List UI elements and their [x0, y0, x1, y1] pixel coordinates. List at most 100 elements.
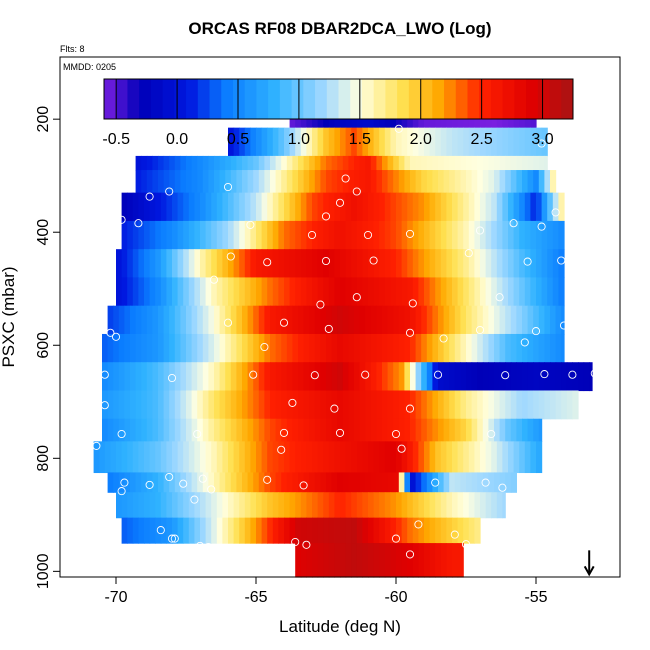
heatmap-cell [233, 192, 240, 222]
heatmap-cell [230, 418, 237, 442]
obs-point [551, 208, 560, 217]
heatmap-cell [135, 333, 142, 363]
obs-point [321, 256, 331, 266]
heatmap-cell [306, 192, 313, 222]
heatmap-cell [457, 492, 464, 519]
heatmap-cell [401, 220, 408, 250]
heatmap-cell [144, 492, 151, 519]
heatmap-cell [393, 170, 400, 194]
heatmap-cell [141, 333, 148, 363]
heatmap-cell [183, 220, 190, 250]
heatmap-cell [505, 155, 512, 171]
heatmap-cell [424, 517, 431, 544]
colorbar-segment [291, 79, 304, 119]
heatmap-cell [295, 127, 302, 157]
heatmap-cell [432, 170, 439, 194]
heatmap-cell [502, 127, 509, 157]
heatmap-cell [303, 333, 310, 363]
obs-point [190, 495, 199, 504]
heatmap-cell [174, 305, 181, 335]
heatmap-cell [452, 192, 459, 222]
heatmap-cell [435, 543, 442, 578]
heatmap-cell [132, 249, 139, 279]
heatmap-cell [149, 492, 156, 519]
heatmap-cell [527, 390, 534, 420]
heatmap-cell [286, 362, 293, 392]
heatmap-cell [186, 333, 193, 363]
heatmap-cell [194, 277, 201, 307]
heatmap-cell [158, 362, 165, 392]
x-axis-label: Latitude (deg N) [279, 617, 401, 636]
heatmap-cell [186, 472, 193, 493]
heatmap-cell [359, 155, 366, 171]
heatmap-cell [466, 362, 473, 392]
heatmap-cell [365, 390, 372, 420]
heatmap-cell [398, 155, 405, 171]
heatmap-cell [443, 418, 450, 442]
heatmap-cell [298, 390, 305, 420]
heatmap-cell [169, 472, 176, 493]
heatmap-cell [359, 362, 366, 392]
heatmap-cell [197, 472, 204, 493]
heatmap-cell [197, 305, 204, 335]
heatmap-cell [466, 170, 473, 194]
heatmap-cell [342, 305, 349, 335]
heatmap-cell [429, 220, 436, 250]
heatmap-cell [275, 170, 282, 194]
colorbar-segment [397, 79, 410, 119]
heatmap-cell [415, 170, 422, 194]
heatmap-cell [351, 249, 358, 279]
heatmap-cell [121, 492, 128, 519]
heatmap-cell [491, 441, 498, 474]
heatmap-cell [499, 333, 506, 363]
heatmap-cell [454, 472, 461, 493]
heatmap-cell [314, 472, 321, 493]
colorbar-segment [361, 79, 375, 119]
heatmap-cell [424, 192, 431, 222]
heatmap-row [135, 170, 557, 194]
heatmap-cell [186, 390, 193, 420]
heatmap-cell [158, 390, 165, 420]
heatmap-cell [130, 362, 137, 392]
heatmap-cell [337, 155, 344, 171]
heatmap-cell [429, 492, 436, 519]
heatmap-cell [373, 517, 380, 544]
heatmap-cell [432, 472, 439, 493]
heatmap-cell [351, 220, 358, 250]
obs-point [120, 478, 129, 487]
heatmap-cell [191, 390, 198, 420]
heatmap-cell [387, 472, 394, 493]
heatmap-cell [292, 155, 299, 171]
heatmap-cell [124, 362, 131, 392]
obs-point [481, 478, 490, 487]
x-tick-label: -65 [244, 589, 267, 606]
heatmap-cell [544, 390, 551, 420]
heatmap-cell [398, 333, 405, 363]
obs-point [517, 479, 527, 488]
heatmap-cell [524, 277, 531, 307]
heatmap-cell [533, 333, 540, 363]
obs-point [324, 324, 333, 333]
heatmap-cell [359, 472, 366, 493]
heatmap-cell [440, 441, 447, 474]
heatmap-cell [267, 127, 274, 157]
heatmap-cell [345, 220, 352, 250]
obs-point [450, 530, 459, 539]
heatmap-cell [228, 492, 235, 519]
heatmap-cell [370, 305, 377, 335]
heatmap-cell [163, 333, 170, 363]
heatmap-cell [331, 305, 338, 335]
heatmap-cell [281, 362, 288, 392]
heatmap-cell [180, 170, 187, 194]
heatmap-cell [138, 277, 145, 307]
obs-point [394, 124, 403, 133]
heatmap-cell [510, 390, 517, 420]
heatmap-cell [124, 472, 131, 493]
colorbar-segment [209, 79, 222, 119]
heatmap-cell [407, 517, 414, 544]
heatmap-cell [356, 543, 363, 578]
heatmap-cell [230, 333, 237, 363]
heatmap-cell [202, 472, 209, 493]
obs-point [117, 215, 126, 224]
heatmap-cell [368, 517, 375, 544]
